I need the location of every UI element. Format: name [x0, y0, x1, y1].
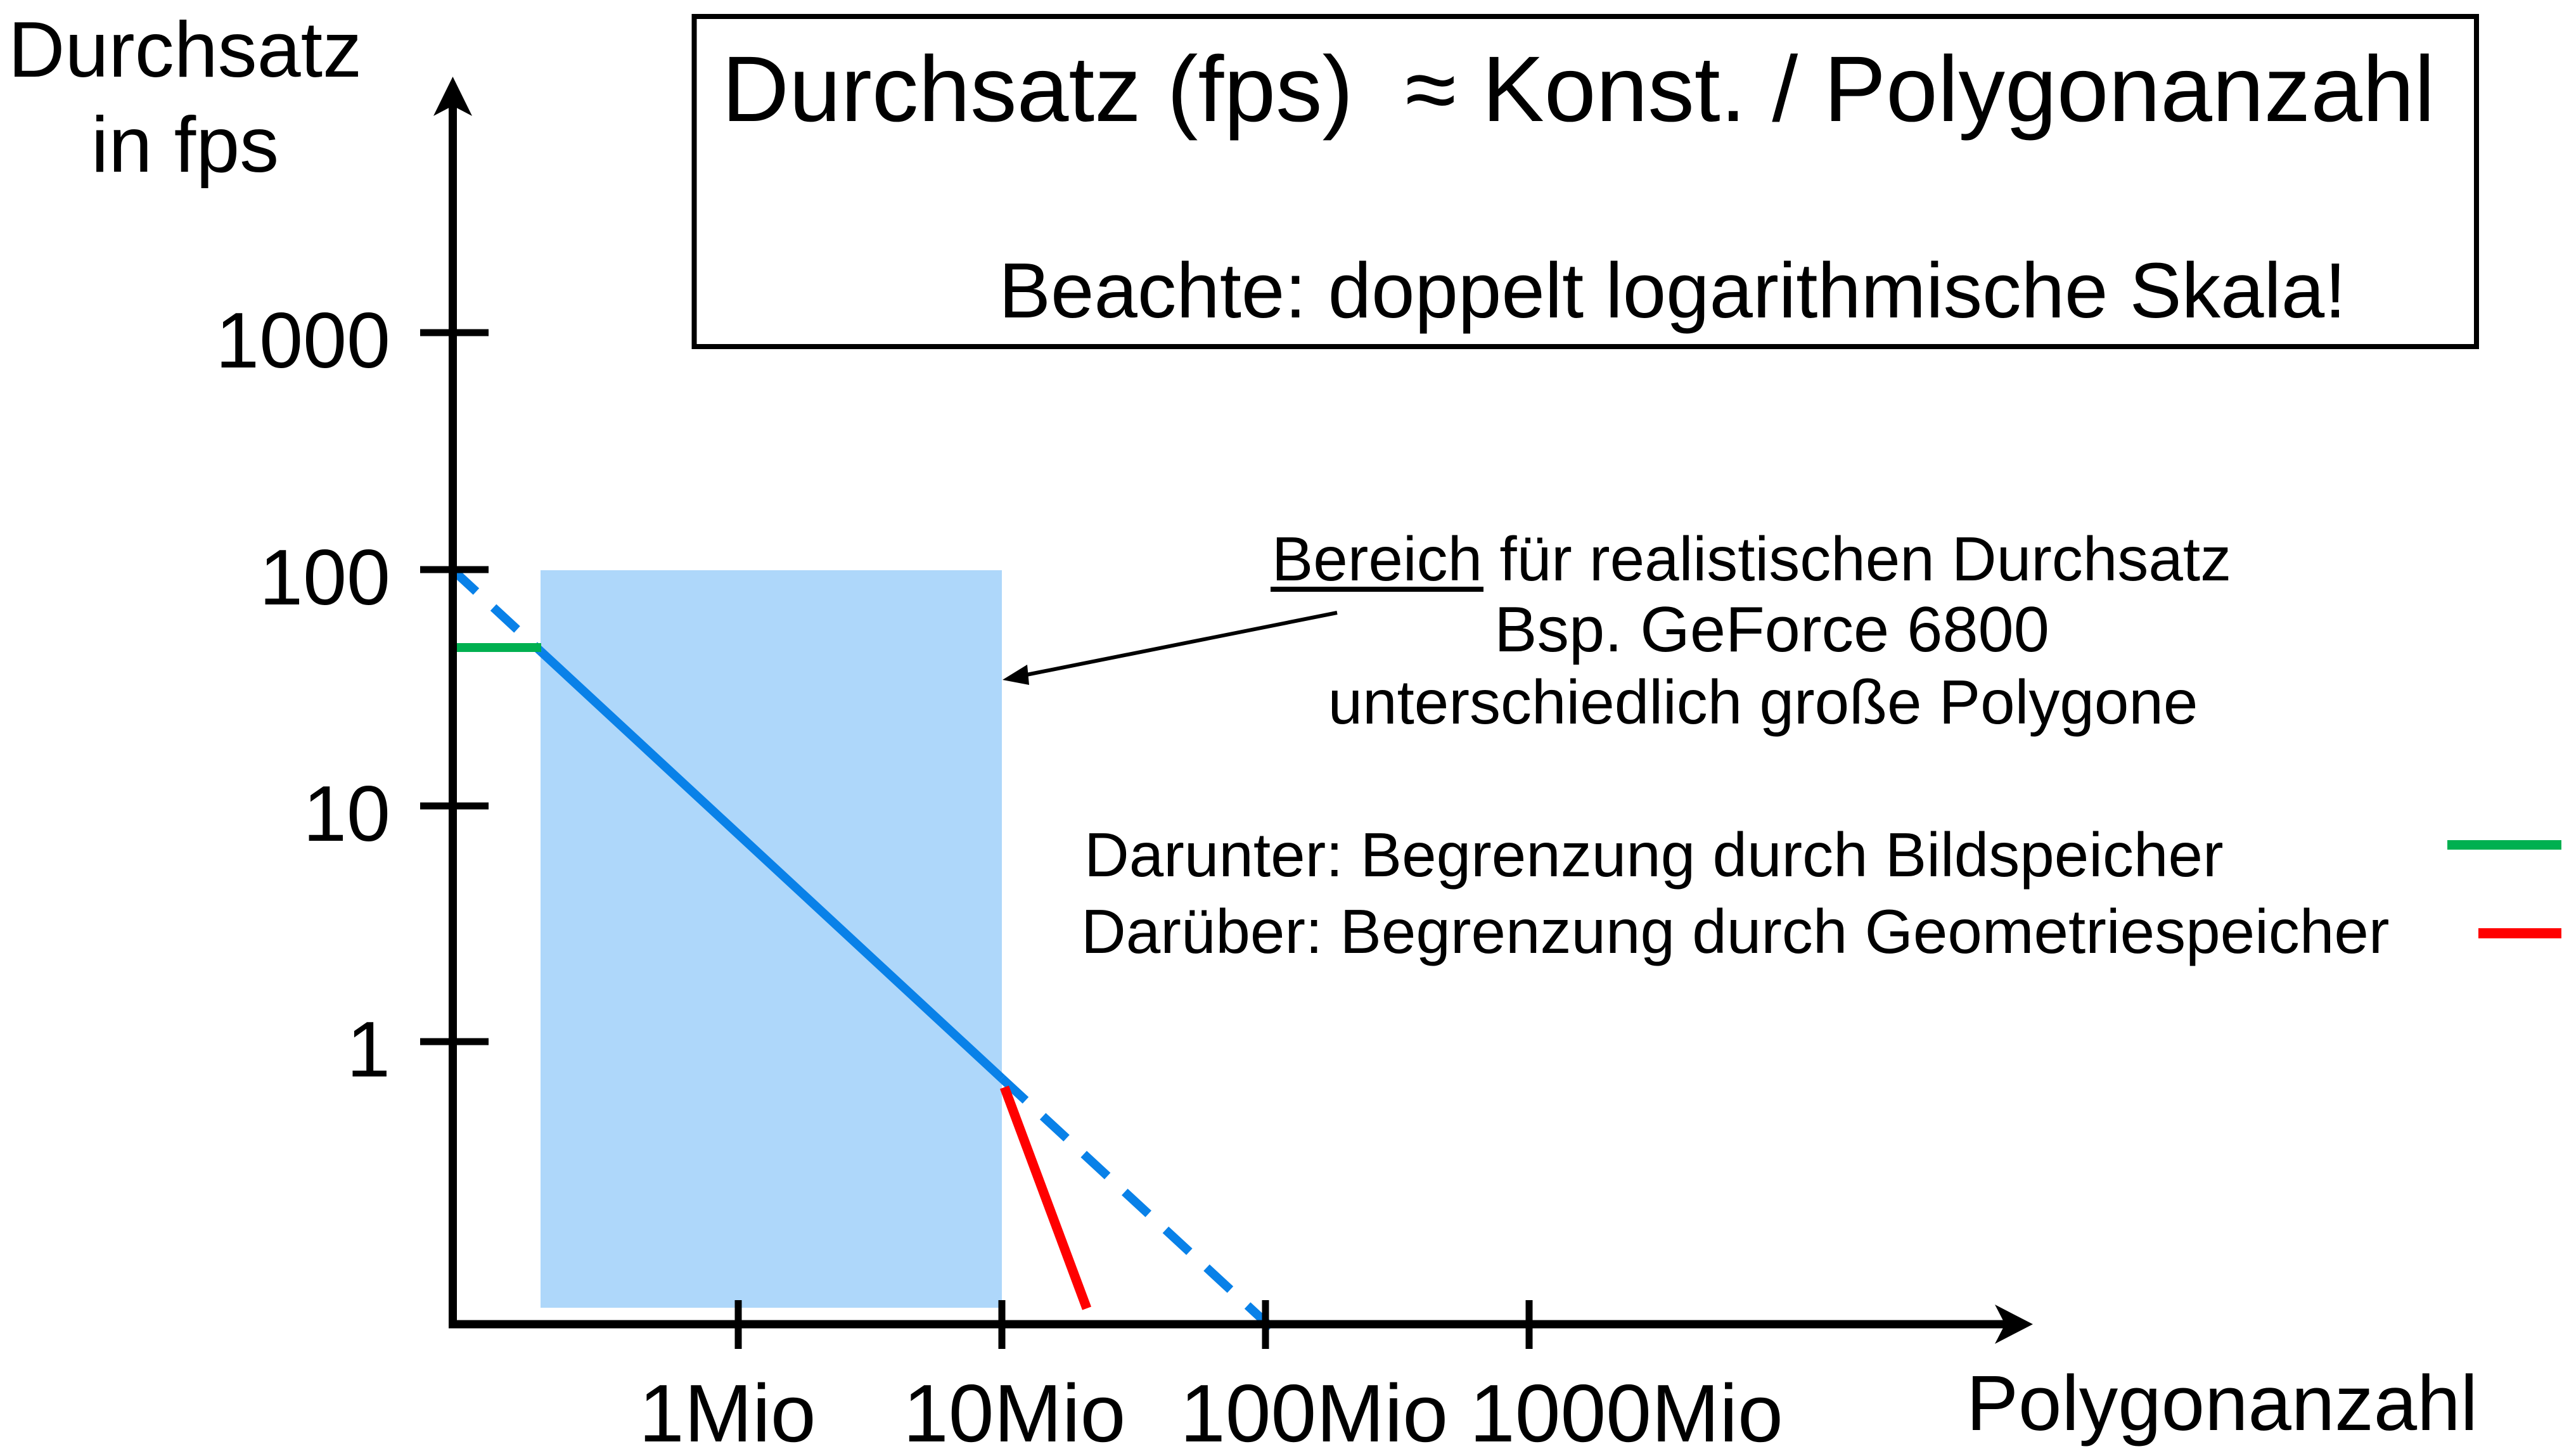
svg-text:unterschiedlich große Polygone: unterschiedlich große Polygone — [1328, 667, 2198, 737]
svg-text:Durchsatz (fps) ≈ Konst. / Po: Durchsatz (fps) ≈ Konst. / Polygonanzahl — [722, 37, 2435, 141]
svg-text:1000Mio: 1000Mio — [1470, 1368, 1783, 1456]
svg-text:Darunter: Begrenzung durch Bil: Darunter: Begrenzung durch Bildspeicher — [1084, 820, 2224, 890]
svg-text:Beachte: doppelt logarithmisch: Beachte: doppelt logarithmische Skala! — [999, 248, 2346, 335]
svg-text:Bsp. GeForce 6800: Bsp. GeForce 6800 — [1494, 594, 2049, 665]
svg-text:100: 100 — [259, 534, 390, 622]
svg-text:1000: 1000 — [215, 297, 390, 385]
svg-text:Durchsatz: Durchsatz — [8, 6, 362, 94]
svg-text:Darüber: Begrenzung durch Geom: Darüber: Begrenzung durch Geometriespeic… — [1081, 897, 2390, 966]
svg-text:10Mio: 10Mio — [903, 1368, 1125, 1456]
svg-text:1Mio: 1Mio — [639, 1368, 816, 1456]
svg-text:in fps: in fps — [91, 101, 279, 189]
svg-text:10: 10 — [303, 770, 390, 858]
svg-text:1: 1 — [347, 1006, 390, 1094]
svg-text:Polygonanzahl: Polygonanzahl — [1966, 1360, 2478, 1447]
svg-text:Bereich für realistischen Durc: Bereich für realistischen Durchsatz — [1272, 524, 2231, 594]
svg-text:100Mio: 100Mio — [1180, 1368, 1448, 1456]
